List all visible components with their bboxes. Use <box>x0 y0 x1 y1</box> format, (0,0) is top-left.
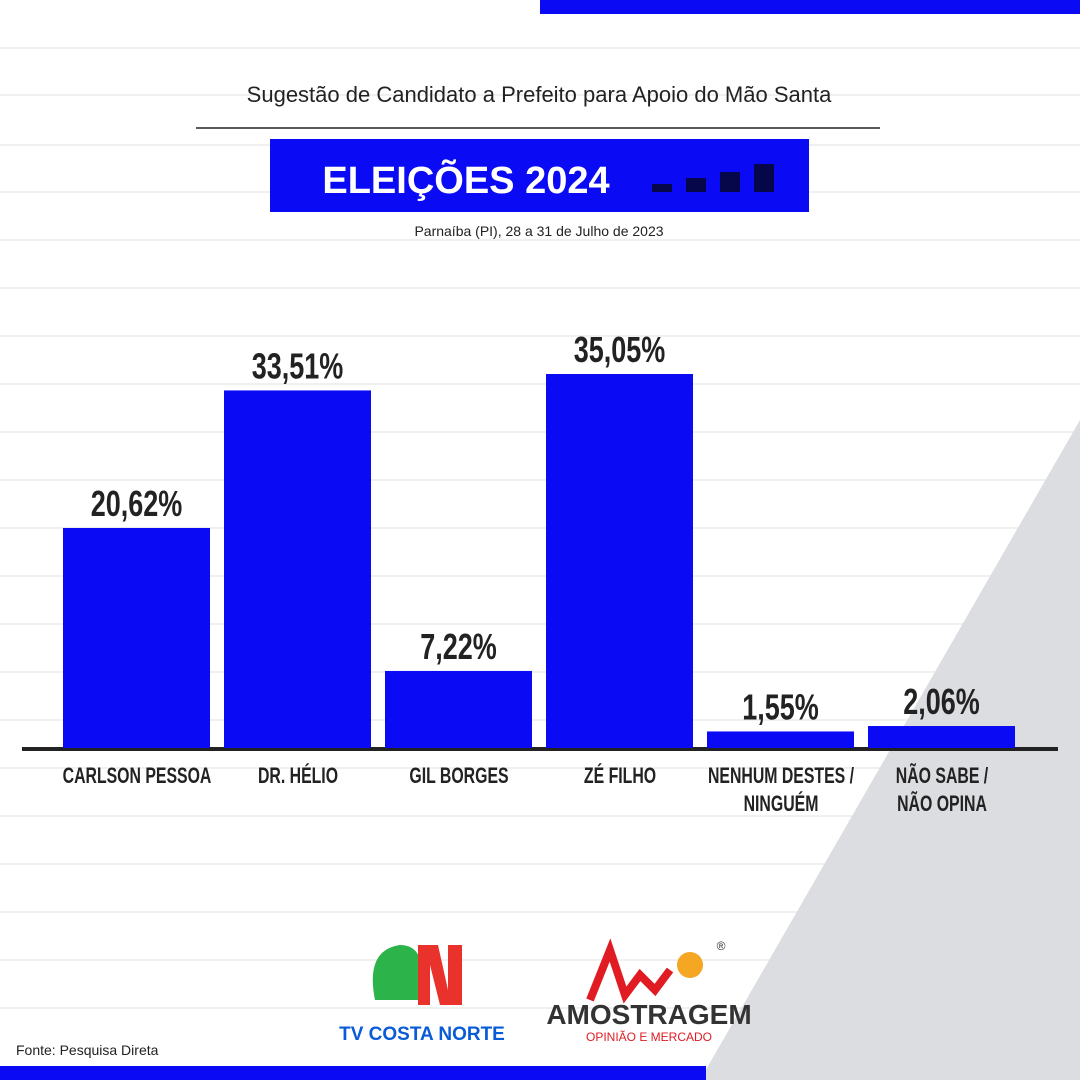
bar <box>63 527 210 748</box>
amostragem-text: AMOSTRAGEM <box>546 999 751 1030</box>
tv-logo-text: TV COSTA NORTE <box>339 1024 505 1045</box>
subtitle: Parnaíba (PI), 28 a 31 de Julho de 2023 <box>414 223 663 239</box>
bottom-bar <box>0 1066 706 1080</box>
category-label: NENHUM DESTES / NINGUÉM <box>707 763 854 816</box>
value-label: 35,05% <box>574 329 666 370</box>
amostragem-tagline: OPINIÃO E MERCADO <box>586 1030 712 1044</box>
source: Fonte: Pesquisa Direta <box>16 1042 159 1058</box>
value-label: 1,55% <box>742 687 819 728</box>
chart-title: Sugestão de Candidato a Prefeito para Ap… <box>247 82 832 107</box>
tv-logo: TV COSTA NORTE <box>339 945 505 1045</box>
banner-icon <box>652 164 774 192</box>
value-label: 20,62% <box>91 483 183 524</box>
category-label: GIL BORGES <box>408 763 509 788</box>
registered-mark: ® <box>717 939 726 953</box>
bar <box>224 390 371 748</box>
bar <box>385 670 532 748</box>
top-bar <box>540 0 1080 14</box>
value-label: 7,22% <box>420 626 497 667</box>
bar <box>707 731 854 748</box>
value-label: 2,06% <box>903 681 980 722</box>
category-label: ZÉ FILHO <box>583 763 656 788</box>
category-label: NÃO SABE / NÃO OPINA <box>895 763 988 816</box>
bar <box>546 374 693 748</box>
banner-box <box>270 139 809 212</box>
banner-text: ELEIÇÕES 2024 <box>322 158 609 202</box>
value-label: 33,51% <box>252 346 344 387</box>
bar <box>868 726 1015 748</box>
category-label: DR. HÉLIO <box>257 763 338 788</box>
category-label: CARLSON PESSOA <box>62 763 211 788</box>
amostragem-logo: AMOSTRAGEM OPINIÃO E MERCADO ® <box>546 938 752 1044</box>
